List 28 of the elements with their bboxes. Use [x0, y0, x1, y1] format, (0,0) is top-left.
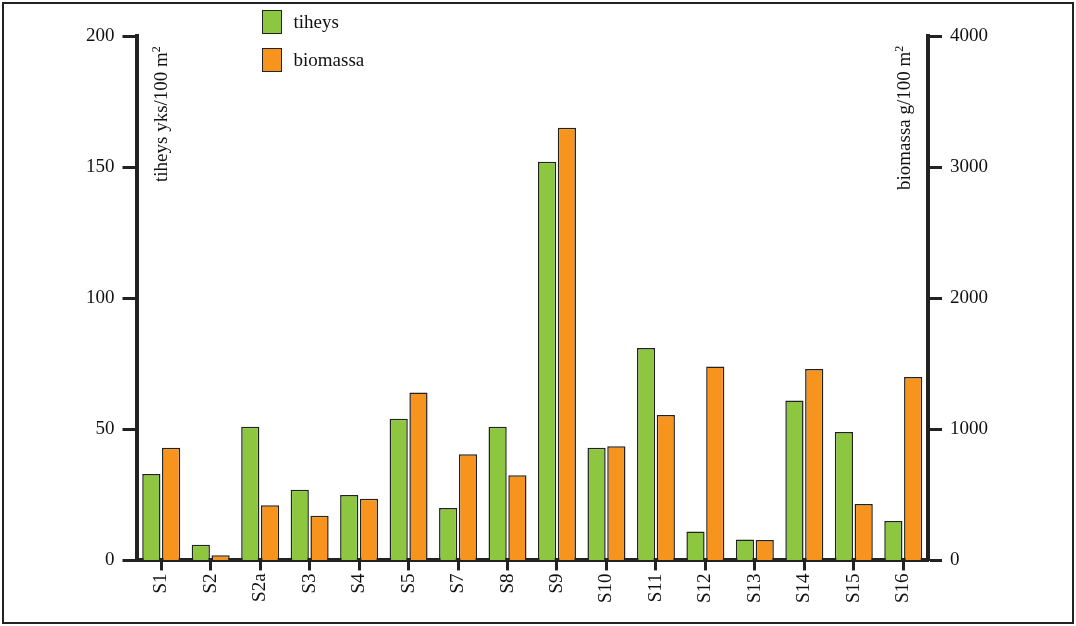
legend-label: biomassa — [293, 49, 365, 71]
x-tick-label: S11 — [643, 573, 665, 603]
x-tick-label: S12 — [693, 573, 715, 604]
x-tick-label: S16 — [891, 573, 913, 604]
y2-tick-label: 0 — [950, 548, 960, 570]
x-tick-label: S14 — [792, 572, 814, 604]
x-tick-label: S9 — [544, 573, 566, 594]
x-tick-label: S3 — [297, 573, 319, 594]
x-tick-label: S15 — [841, 573, 863, 604]
x-tick-label: S2 — [198, 573, 220, 594]
y-tick-label: 200 — [86, 23, 115, 45]
y-tick-label: 150 — [86, 155, 115, 177]
y2-tick-label: 2000 — [950, 286, 988, 308]
x-tick-label: S7 — [446, 573, 468, 594]
y-tick-label: 100 — [86, 286, 115, 308]
y2-tick-label: 1000 — [950, 417, 988, 439]
x-tick-label: S10 — [594, 573, 616, 604]
x-tick-label: S5 — [396, 573, 418, 594]
y2-tick-label: 4000 — [950, 23, 988, 45]
y-tick-label: 0 — [105, 548, 115, 570]
x-tick-label: S2a — [248, 572, 270, 602]
y-tick-label: 50 — [95, 417, 115, 439]
y2-tick-label: 3000 — [950, 155, 988, 177]
legend-label: tiheys — [293, 11, 339, 33]
x-tick-label: S13 — [742, 573, 764, 604]
x-tick-label: S1 — [149, 573, 171, 594]
x-tick-label: S4 — [347, 572, 369, 594]
x-tick-label: S8 — [495, 573, 517, 594]
